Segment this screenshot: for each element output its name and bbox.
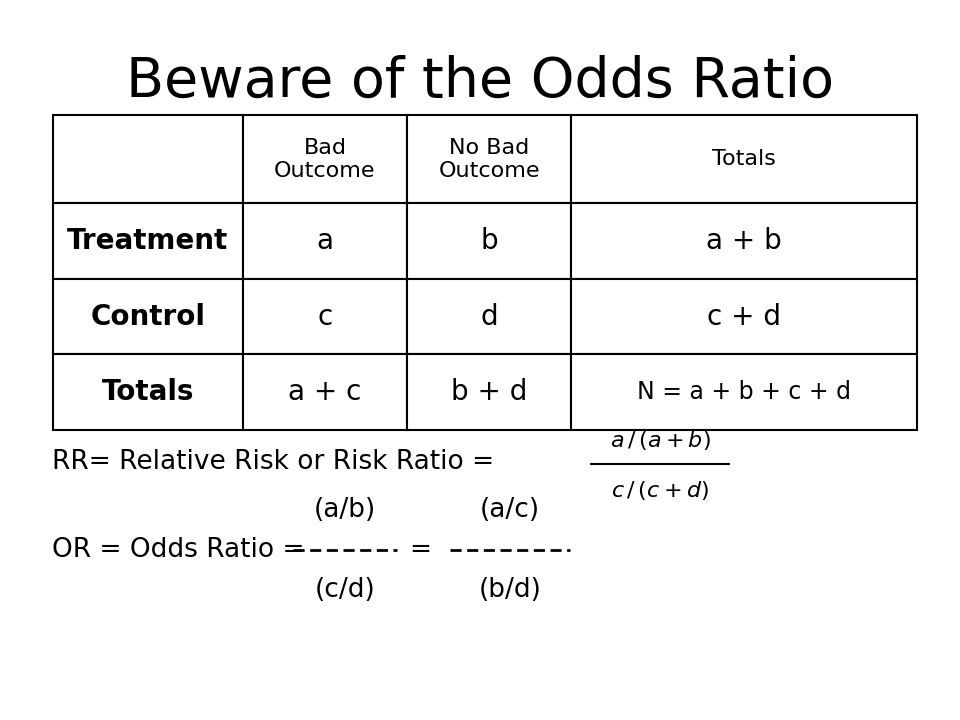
Text: RR= Relative Risk or Risk Ratio =: RR= Relative Risk or Risk Ratio =	[52, 449, 494, 475]
Text: =: =	[409, 537, 431, 563]
Text: b: b	[480, 227, 498, 255]
Bar	[571, 279, 917, 354]
Bar	[53, 354, 243, 430]
Bar	[571, 354, 917, 430]
Text: (a/b): (a/b)	[314, 497, 376, 523]
Bar	[407, 279, 571, 354]
Text: No Bad
Outcome: No Bad Outcome	[439, 138, 540, 181]
Text: Totals: Totals	[102, 378, 194, 406]
Text: Totals: Totals	[712, 149, 776, 169]
Text: a: a	[317, 227, 333, 255]
Bar	[571, 115, 917, 203]
Text: OR = Odds Ratio =: OR = Odds Ratio =	[52, 537, 304, 563]
Bar	[53, 115, 243, 203]
Bar	[243, 279, 407, 354]
Bar	[407, 203, 571, 279]
Text: (b/d): (b/d)	[479, 577, 541, 603]
Text: a + b: a + b	[707, 227, 781, 255]
Bar	[53, 203, 243, 279]
Text: a + c: a + c	[288, 378, 362, 406]
Bar	[243, 203, 407, 279]
Text: c: c	[318, 302, 332, 330]
Bar	[571, 203, 917, 279]
Text: Beware of the Odds Ratio: Beware of the Odds Ratio	[126, 55, 834, 109]
Bar	[407, 354, 571, 430]
Text: Control: Control	[90, 302, 205, 330]
Text: b + d: b + d	[451, 378, 527, 406]
Bar	[243, 115, 407, 203]
Text: (a/c): (a/c)	[480, 497, 540, 523]
Text: d: d	[480, 302, 498, 330]
Text: c + d: c + d	[707, 302, 781, 330]
Text: N = a + b + c + d: N = a + b + c + d	[637, 380, 851, 404]
Text: Bad
Outcome: Bad Outcome	[275, 138, 375, 181]
Bar	[407, 115, 571, 203]
Bar	[53, 279, 243, 354]
Text: $a\,/\,(a+b)$: $a\,/\,(a+b)$	[610, 428, 710, 451]
Text: Treatment: Treatment	[67, 227, 228, 255]
Bar	[243, 354, 407, 430]
Text: $c\,/\,(c+d)$: $c\,/\,(c+d)$	[611, 479, 709, 502]
Text: (c/d): (c/d)	[315, 577, 375, 603]
